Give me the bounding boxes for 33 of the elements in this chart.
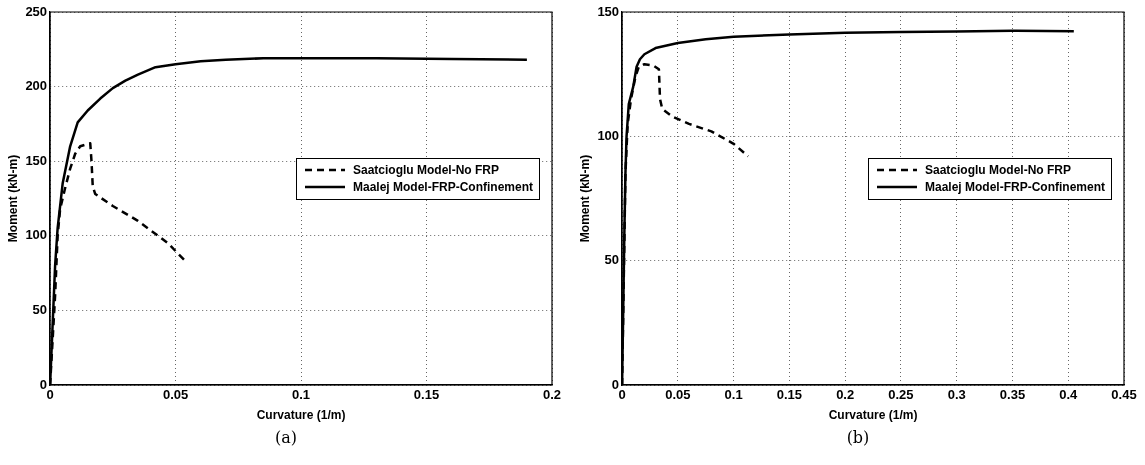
text: (b): [845, 428, 871, 447]
x-tick-label: 0.05: [665, 387, 691, 403]
y-tick-label: 200: [25, 78, 48, 94]
x-tick-label: 0.25: [888, 387, 914, 403]
x-tick-label: 0.1: [292, 387, 311, 403]
x-tick-label: 0.3: [947, 387, 966, 403]
x-axis-title: Curvature (1/m): [828, 408, 918, 423]
y-tick-label: 150: [597, 3, 620, 19]
legend-label: Maalej Model-FRP-Confinement: [353, 180, 534, 194]
legend-label: Saatcioglu Model-No FRP: [925, 163, 1072, 177]
y-tick-label: 150: [25, 152, 48, 168]
y-axis-title: Moment (kN-m): [577, 154, 592, 243]
legend-label: Maalej Model-FRP-Confinement: [925, 180, 1106, 194]
y-tick-label: 100: [25, 227, 48, 243]
y-axis-title: Moment (kN-m): [5, 154, 20, 243]
text: (a): [274, 428, 298, 447]
x-tick-label: 0.45: [1111, 387, 1137, 403]
x-tick-label: 0.1: [724, 387, 743, 403]
x-tick-label: 0.2: [542, 387, 562, 403]
x-tick-label: 0.35: [999, 387, 1026, 403]
y-tick-label: 0: [39, 376, 48, 392]
x-tick-label: 0.15: [413, 387, 440, 403]
x-tick-label: 0.15: [776, 387, 803, 403]
y-tick-label: 100: [597, 127, 620, 143]
y-tick-label: 50: [32, 301, 48, 317]
legend-label: Saatcioglu Model-No FRP: [353, 163, 500, 177]
y-tick-label: 50: [604, 252, 620, 268]
x-tick-label: 0.2: [836, 387, 855, 403]
y-tick-label: 0: [611, 376, 620, 392]
x-tick-label: 0.05: [162, 387, 189, 403]
x-tick-label: 0.4: [1059, 387, 1079, 403]
y-tick-label: 250: [25, 3, 48, 19]
x-axis-title: Curvature (1/m): [256, 408, 346, 423]
